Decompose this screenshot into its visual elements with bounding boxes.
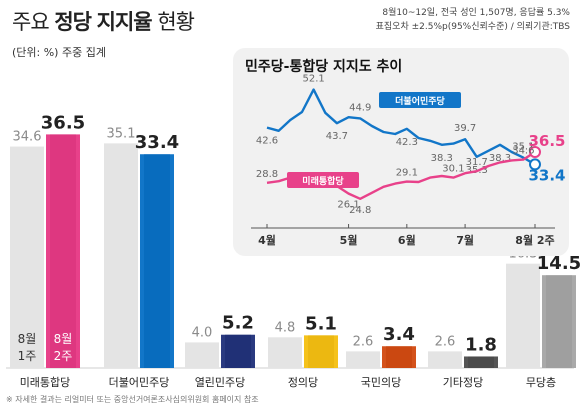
bar-week2-stripe	[50, 134, 76, 368]
x-tick-label: 8월 2주	[515, 233, 554, 247]
bar-week1	[185, 342, 219, 368]
line-data-label: 43.7	[326, 131, 348, 142]
democratic-tag: 더불어민주당	[379, 92, 461, 108]
title-word-3: 지지율	[96, 10, 153, 34]
title-word-1: 주요	[12, 10, 50, 34]
bar-week2-stripe	[144, 154, 170, 368]
line-data-label: 34.6	[512, 146, 534, 157]
democratic-endpoint	[529, 158, 541, 171]
united-future-endpoint	[529, 146, 541, 158]
trend-title: 민주당-통합당 지지도 추이	[245, 59, 403, 75]
x-tick-label: 6월	[398, 233, 416, 247]
unit-label: (단위: %) 주중 집계	[12, 46, 106, 59]
category-label: 더불어민주당	[109, 376, 170, 389]
value-label-week1: 4.8	[275, 320, 296, 335]
value-label-week2: 14.5	[537, 253, 580, 274]
category-label: 미래통합당	[20, 376, 71, 389]
value-label-week1: 34.6	[13, 130, 42, 145]
value-label-week2: 3.4	[383, 324, 415, 345]
line-data-label: 38.3	[489, 153, 511, 164]
x-tick-label: 4월	[258, 233, 276, 247]
line-data-label: 35.1	[512, 142, 534, 153]
footnote: ※ 자세한 결과는 리얼미터 또는 중앙선거여론조사심의위원회 홈페이지 참조	[6, 395, 259, 404]
title-word-2: 정당	[54, 10, 92, 34]
value-label-week1: 2.6	[353, 334, 374, 349]
x-tick-label: 5월	[340, 233, 358, 247]
democratic-tag-box	[379, 92, 461, 108]
line-data-label: 30.1	[442, 164, 464, 175]
line-data-label: 29.1	[396, 168, 418, 179]
source-line-1: 8월10~12일, 전국 성인 1,507명, 응답률 5.3%	[382, 8, 570, 18]
value-label-week2: 5.1	[305, 313, 337, 334]
bar-week2-stripe	[468, 356, 494, 368]
x-tick-label: 7월	[456, 233, 474, 247]
source-line-2: 표집오차 ±2.5%p(95%신뢰수준) / 의뢰기관:TBS	[375, 22, 570, 32]
line-data-label: 38.3	[431, 153, 453, 164]
united-future-tag-text: 미래통합당	[302, 175, 344, 187]
title-word-4: 현황	[157, 10, 195, 34]
line-data-label: 36.5	[528, 132, 565, 150]
bar-week1	[104, 143, 138, 368]
trend-panel: 민주당-통합당 지지도 추이 4월 5월 6월 7월 8월 2주 42.6 52.1 43.7…	[233, 48, 569, 256]
line-data-label: 44.9	[349, 102, 371, 113]
line-data-label: 26.1	[337, 200, 359, 211]
legend-week1-line1: 8월	[18, 332, 37, 346]
line-data-label: 33.4	[528, 166, 565, 184]
category-label: 국민의당	[361, 376, 401, 389]
united-future-tag-box	[287, 172, 359, 188]
democratic-party-line	[266, 88, 536, 166]
category-label: 기타정당	[443, 376, 483, 389]
bar-week1	[428, 351, 462, 368]
legend-week2-line2: 2주	[54, 349, 73, 363]
line-data-label: 39.7	[454, 123, 476, 134]
category-label: 무당층	[526, 376, 556, 389]
united-future-tag: 미래통합당	[287, 172, 359, 188]
value-label-week2: 36.5	[41, 112, 85, 133]
survey-source: 8월10~12일, 전국 성인 1,507명, 응답률 5.3% 표집오차 ±2…	[376, 6, 570, 34]
legend-week2-line1: 8월	[54, 332, 73, 346]
bar-week1	[10, 146, 44, 368]
democratic-tag-text: 더불어민주당	[395, 95, 445, 107]
value-label-week1: 4.0	[192, 325, 213, 340]
value-label-week2: 1.8	[465, 334, 497, 355]
category-label: 열린민주당	[195, 376, 246, 389]
line-data-label: 28.8	[256, 169, 278, 180]
line-data-label: 42.3	[396, 137, 418, 148]
bar-week2-stripe	[308, 335, 334, 368]
bar-week2-stripe	[225, 334, 251, 368]
value-label-week1: 2.6	[435, 334, 456, 349]
line-data-label: 31.7	[466, 157, 488, 168]
page-title: 주요 정당 지지율 현황	[12, 6, 195, 36]
value-label-week1: 35.1	[107, 126, 136, 141]
line-data-label: 24.8	[349, 205, 371, 216]
bar-week2-stripe	[546, 275, 572, 368]
category-label: 정의당	[288, 376, 318, 389]
line-data-label: 52.1	[302, 74, 324, 85]
bar-week2-stripe	[386, 346, 412, 368]
value-label-week2: 33.4	[135, 132, 179, 153]
legend-week1-line2: 1주	[18, 349, 37, 363]
value-label-week2: 5.2	[222, 313, 254, 334]
bar-week1	[506, 263, 540, 368]
trend-line-chart: 4월 5월 6월 7월 8월 2주 42.6 52.1 43.7 44.9 42.3 38.3 39.…	[251, 74, 566, 247]
bar-week1	[268, 337, 302, 368]
bar-week1	[346, 351, 380, 368]
line-data-label: 42.6	[256, 136, 278, 147]
